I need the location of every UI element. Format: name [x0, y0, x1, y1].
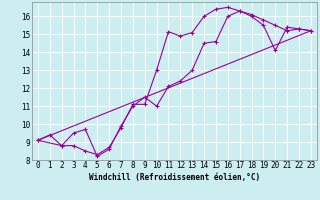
X-axis label: Windchill (Refroidissement éolien,°C): Windchill (Refroidissement éolien,°C)	[89, 173, 260, 182]
